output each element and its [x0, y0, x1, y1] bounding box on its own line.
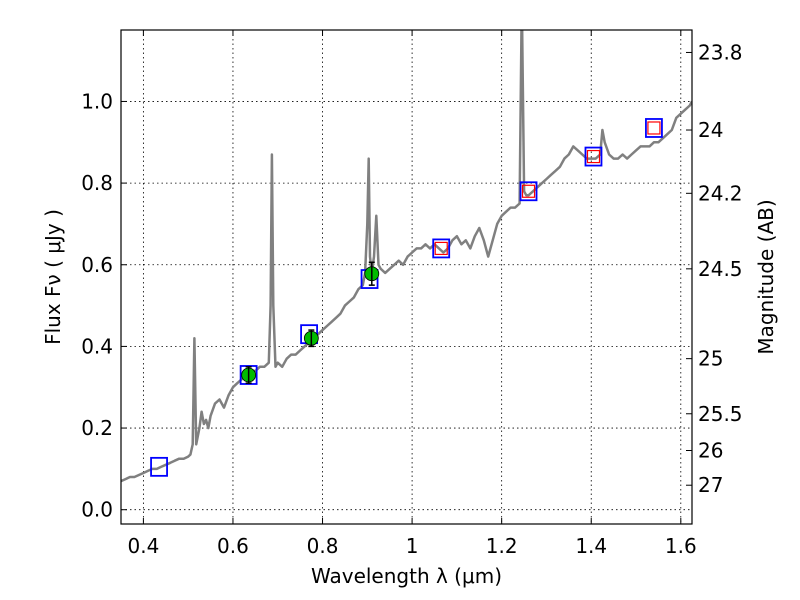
- y-tick-label: 0.0: [81, 498, 113, 522]
- photometry-box: [647, 121, 661, 135]
- y-tick-label: 0.2: [81, 416, 113, 440]
- right-tick-label: 24.2: [698, 181, 743, 205]
- y-tick-label: 0.8: [81, 171, 113, 195]
- x-tick-label: 0.6: [217, 534, 249, 558]
- x-tick-label: 0.4: [127, 534, 159, 558]
- plot-frame: [120, 29, 693, 525]
- right-axis-label: Magnitude (AB): [754, 199, 778, 354]
- y-tick-label: 0.6: [81, 253, 113, 277]
- right-tick-label: 25: [698, 347, 723, 371]
- ticks: 0.4 0.6 0.8 1 1.2 1.4 1.6 0.0 0.2 0.4 0.6 0.8 1.0 23.…: [81, 30, 743, 558]
- right-tick-label: 26: [698, 439, 723, 463]
- photometry-box: [586, 149, 601, 164]
- right-tick-label: 25.5: [698, 402, 743, 426]
- data-points-layer: [150, 118, 663, 477]
- photometry-box: [521, 184, 536, 198]
- right-tick-label: 24.5: [698, 257, 743, 281]
- x-tick-label: 1.4: [575, 534, 607, 558]
- grid: [121, 30, 692, 524]
- x-tick-label: 1: [406, 534, 419, 558]
- x-tick-label: 0.8: [307, 534, 339, 558]
- x-axis-label: Wavelength λ (μm): [311, 564, 502, 588]
- photometry-box: [434, 241, 448, 256]
- right-tick-label: 23.8: [698, 40, 743, 64]
- model-box: [432, 238, 451, 259]
- y-axis-label: Flux Fν ( μJy ): [41, 209, 65, 345]
- model-box: [645, 118, 663, 138]
- model-box: [584, 146, 603, 167]
- model-box: [239, 365, 258, 385]
- spectrum-line: [121, 30, 692, 483]
- right-tick-label: 27: [698, 473, 723, 497]
- x-tick-label: 1.2: [486, 534, 518, 558]
- spectrum-layer: [121, 30, 692, 483]
- model-box: [519, 181, 538, 202]
- right-tick-label: 24: [698, 118, 723, 142]
- model-box: [150, 456, 168, 477]
- y-tick-label: 0.4: [81, 334, 113, 358]
- y-tick-label: 1.0: [81, 89, 113, 113]
- x-tick-label: 1.6: [665, 534, 697, 558]
